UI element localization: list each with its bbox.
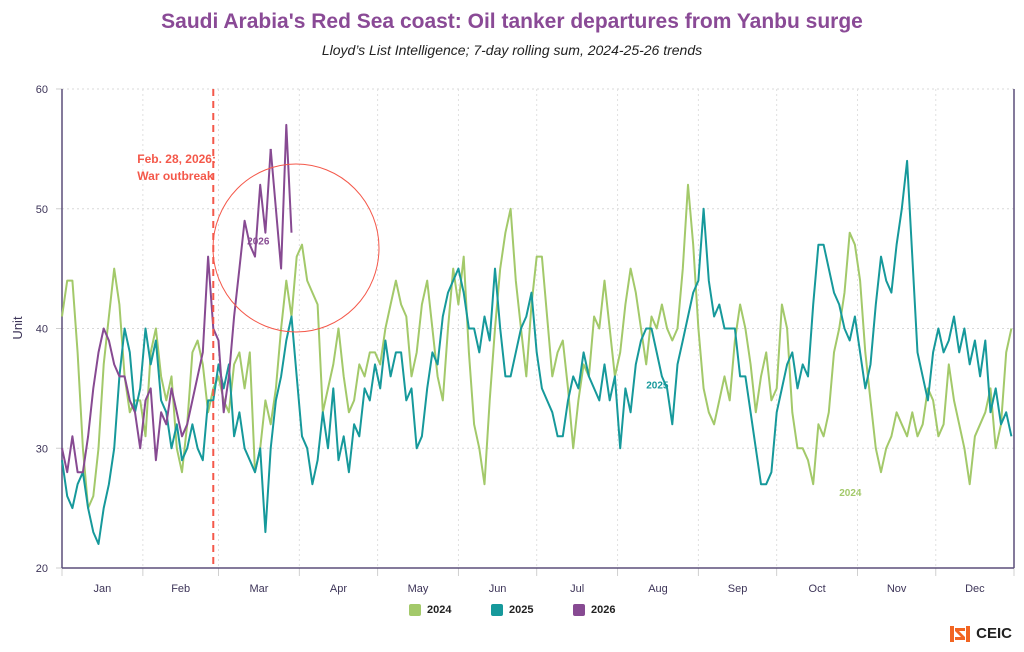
x-tick-label: Nov bbox=[887, 583, 907, 595]
y-tick-label: 60 bbox=[36, 84, 48, 96]
y-tick-label: 30 bbox=[36, 443, 48, 455]
y-tick-label: 40 bbox=[36, 324, 48, 336]
ceic-logo-icon bbox=[950, 625, 971, 642]
x-tick-label: Apr bbox=[330, 583, 347, 595]
series-line-2024 bbox=[61, 183, 1013, 510]
x-tick-label: Mar bbox=[249, 583, 268, 595]
y-axis: 20 30 40 50 60 bbox=[36, 84, 1015, 575]
series-lines bbox=[61, 123, 1013, 545]
annotation-date-label: Feb. 28, 2026: bbox=[137, 152, 216, 166]
logo-text: CEIC bbox=[976, 625, 1012, 642]
legend-item-2026[interactable]: 2026 bbox=[573, 604, 645, 616]
x-tick-label: Sep bbox=[728, 583, 748, 595]
legend-swatch bbox=[573, 604, 585, 616]
series-line-2025 bbox=[61, 159, 1013, 545]
x-tick-label: Feb bbox=[171, 583, 190, 595]
legend: 2024 2025 2026 bbox=[409, 604, 655, 616]
y-tick-label: 50 bbox=[36, 204, 48, 216]
annotation-layer: 2024 2025 2026 Feb. 28, 2026: War outbreak bbox=[137, 89, 862, 568]
y-axis-label: Unit bbox=[10, 316, 25, 340]
y-tick-label: 20 bbox=[36, 563, 48, 575]
chart-subtitle: Lloyd’s List Intelligence; 7-day rolling… bbox=[321, 42, 703, 58]
legend-item-2024[interactable]: 2024 bbox=[409, 604, 481, 616]
x-tick-label: Jul bbox=[570, 583, 584, 595]
x-tick-label: May bbox=[408, 583, 429, 595]
x-tick-label: Jun bbox=[489, 583, 507, 595]
legend-swatch bbox=[409, 604, 421, 616]
x-tick-label: Dec bbox=[965, 583, 985, 595]
series-line-2026-tail bbox=[269, 123, 293, 270]
ceic-logo: CEIC bbox=[950, 625, 1012, 642]
annotation-event-label: War outbreak bbox=[137, 169, 214, 183]
surge-highlight-circle bbox=[212, 163, 380, 333]
series-line-2026 bbox=[61, 148, 272, 474]
legend-item-2025[interactable]: 2025 bbox=[491, 604, 563, 616]
grid-lines bbox=[62, 88, 1014, 568]
series-inline-label-2025: 2025 bbox=[646, 380, 669, 391]
legend-label: 2025 bbox=[509, 604, 534, 616]
legend-swatch bbox=[491, 604, 503, 616]
x-tick-label: Aug bbox=[648, 583, 668, 595]
series-inline-label-2024: 2024 bbox=[839, 488, 862, 499]
legend-label: 2026 bbox=[591, 604, 616, 616]
x-tick-label: Jan bbox=[94, 583, 112, 595]
chart-title: Saudi Arabia's Red Sea coast: Oil tanker… bbox=[161, 10, 863, 33]
x-axis: Jan Feb Mar Apr May Jun Jul Aug Sep Oct Nov Dec bbox=[61, 567, 1015, 595]
series-inline-label-2026: 2026 bbox=[247, 237, 270, 248]
legend-label: 2024 bbox=[427, 604, 452, 616]
x-tick-label: Oct bbox=[809, 583, 826, 595]
